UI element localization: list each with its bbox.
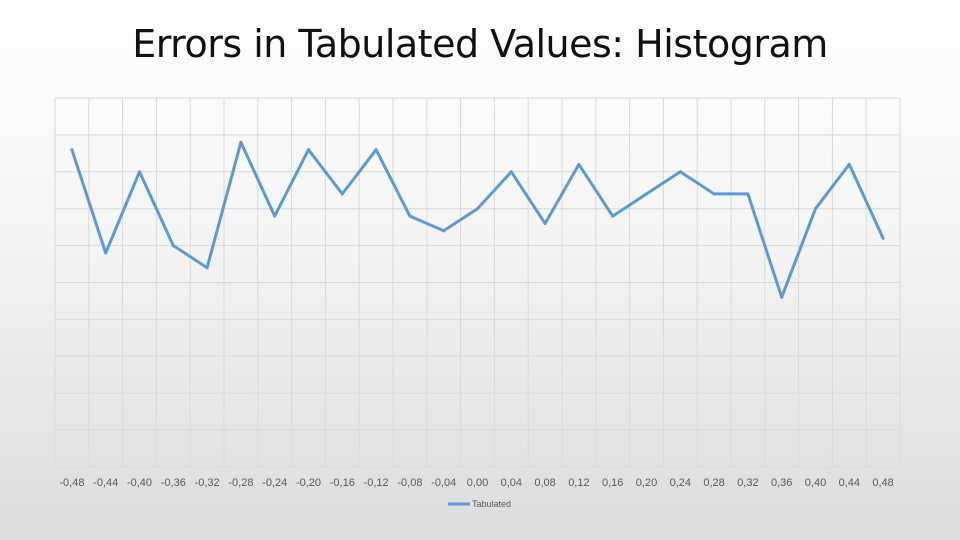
x-tick-label: -0,16 xyxy=(330,477,355,489)
data-point xyxy=(273,214,277,218)
x-axis-tick-labels: -0,48 -0,44 -0,40 -0,36 -0,32 -0,28 -0,24 -0,20… xyxy=(59,477,893,489)
x-tick-label: 0,44 xyxy=(839,477,860,489)
x-tick-label: -0,12 xyxy=(364,477,389,489)
data-point xyxy=(239,140,243,144)
chart-series xyxy=(70,140,885,299)
x-tick-label: 0,32 xyxy=(737,477,758,489)
data-point xyxy=(780,295,784,299)
x-tick-label: 0,24 xyxy=(670,477,691,489)
data-point xyxy=(408,214,412,218)
data-point xyxy=(712,192,716,196)
data-point xyxy=(509,170,513,174)
data-point xyxy=(543,221,547,225)
x-tick-label: 0,20 xyxy=(636,477,657,489)
x-tick-label: 0,28 xyxy=(703,477,724,489)
x-tick-label: 0,36 xyxy=(771,477,792,489)
chart-grid xyxy=(54,97,901,468)
data-point xyxy=(611,214,615,218)
data-point xyxy=(340,192,344,196)
x-tick-label: -0,20 xyxy=(296,477,321,489)
data-point xyxy=(577,162,581,166)
data-point xyxy=(205,266,209,270)
x-tick-label: -0,24 xyxy=(262,477,287,489)
data-point xyxy=(442,229,446,233)
data-point xyxy=(138,170,141,174)
x-tick-label: -0,48 xyxy=(59,477,84,489)
x-tick-label: -0,36 xyxy=(161,477,186,489)
x-tick-label: 0,08 xyxy=(534,477,555,489)
chart-title: Errors in Tabulated Values: Histogram xyxy=(132,22,828,66)
x-tick-label: 0,16 xyxy=(602,477,623,489)
data-point xyxy=(645,192,648,196)
x-tick-label: -0,44 xyxy=(93,477,118,489)
data-point xyxy=(847,162,851,166)
x-tick-label: -0,32 xyxy=(195,477,220,489)
data-point xyxy=(881,236,885,240)
series-line-0 xyxy=(70,140,885,299)
data-point xyxy=(307,148,310,152)
x-tick-label: -0,28 xyxy=(228,477,253,489)
legend-label: Tabulated xyxy=(472,499,511,509)
chart-legend: Tabulated xyxy=(448,499,511,509)
data-point xyxy=(476,207,479,211)
x-tick-label: -0,08 xyxy=(397,477,422,489)
x-tick-label: 0,04 xyxy=(501,477,522,489)
x-tick-label: -0,40 xyxy=(127,477,152,489)
x-tick-label: 0,12 xyxy=(568,477,589,489)
data-point xyxy=(70,148,74,152)
data-point xyxy=(746,192,750,196)
x-tick-label: 0,48 xyxy=(872,477,893,489)
data-point xyxy=(104,251,108,255)
data-point xyxy=(814,207,817,211)
data-point xyxy=(678,170,682,174)
data-point xyxy=(171,244,175,248)
data-point xyxy=(374,148,378,152)
x-tick-label: -0,04 xyxy=(431,477,456,489)
x-tick-label: 0,00 xyxy=(467,477,488,489)
x-tick-label: 0,40 xyxy=(805,477,826,489)
